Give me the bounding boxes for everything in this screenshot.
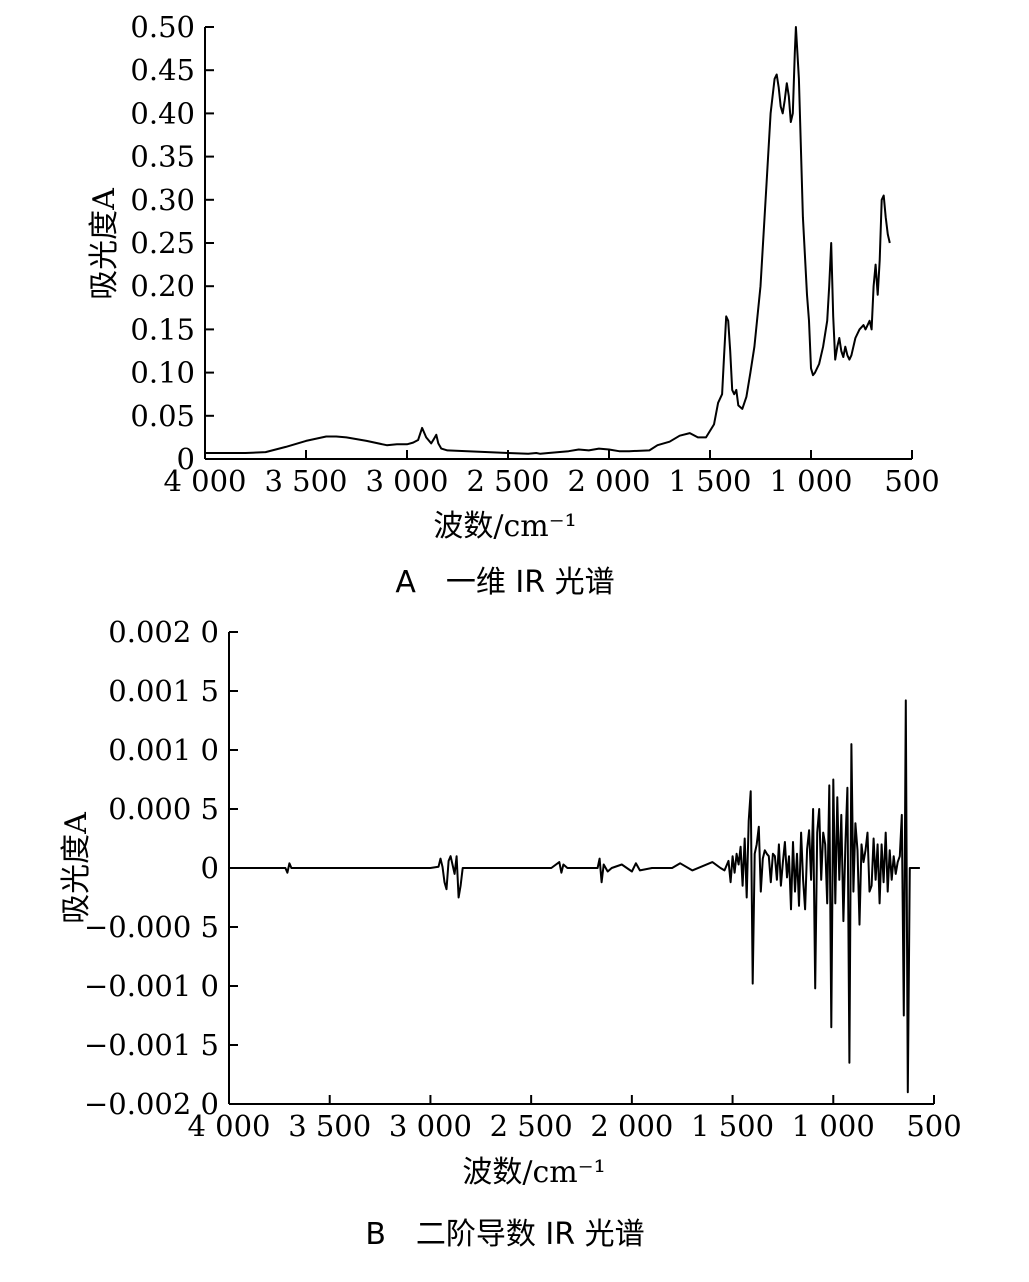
panel-a-x-tick-label: 3 500 <box>264 464 347 498</box>
panel-b-y-tick-label: 0.001 0 <box>108 733 219 767</box>
panel-b-x-tick-label: 500 <box>906 1109 961 1143</box>
panel-a-y-label: 吸光度A <box>87 188 122 300</box>
panel-a-x-tick-label: 1 000 <box>769 464 852 498</box>
panel-b-y-tick-label: −0.001 5 <box>84 1028 219 1062</box>
panel-b-x-ticks: 4 000 3 500 3 000 2 500 2 000 1 500 1 000 500 <box>187 1095 962 1143</box>
panel-a-x-tick-label: 500 <box>884 464 939 498</box>
panel-a-x-ticks: 4 000 3 500 3 000 2 500 2 000 1 500 1 000 500 <box>163 450 940 498</box>
panel-a-y-tick-label: 0.20 <box>130 269 195 303</box>
panel-a-x-label: 波数/cm⁻¹ <box>433 509 576 544</box>
panel-a-y-tick-label: 0.30 <box>130 183 195 217</box>
panel-b-x-tick-label: 3 500 <box>288 1109 371 1143</box>
panel-b-x-tick-label: 3 000 <box>389 1109 472 1143</box>
panel-b-y-tick-label: 0 <box>201 851 219 885</box>
panel-b-y-tick-label: −0.002 0 <box>84 1087 219 1121</box>
panel-a-axes <box>204 27 912 460</box>
panel-a-y-tick-label: 0.35 <box>130 140 195 174</box>
panel-b-spectrum-line <box>229 699 920 1094</box>
panel-b-x-label: 波数/cm⁻¹ <box>462 1155 605 1190</box>
panel-b-y-tick-label: 0.001 5 <box>108 674 219 708</box>
panel-b-y-label: 吸光度A <box>59 812 94 924</box>
panel-b-x-tick-label: 1 000 <box>792 1109 875 1143</box>
panel-b-y-tick-label: −0.000 5 <box>84 910 219 944</box>
panel-b-y-ticks: 0.002 0 0.001 5 0.001 0 0.000 5 0 −0.000 5 −0.… <box>84 615 238 1121</box>
panel-b-x-tick-label: 4 000 <box>187 1109 270 1143</box>
panel-a-y-tick-label: 0.40 <box>130 96 195 130</box>
panel-a-y-tick-label: 0 <box>177 442 195 476</box>
panel-b: 0.002 0 0.001 5 0.001 0 0.000 5 0 −0.000 5 −0.… <box>59 615 962 1252</box>
panel-b-y-tick-label: 0.002 0 <box>108 615 219 649</box>
panel-b-x-tick-label: 2 000 <box>590 1109 673 1143</box>
panel-b-x-tick-label: 2 500 <box>490 1109 573 1143</box>
panel-a-y-ticks: 0 0.05 0.10 0.15 0.20 0.25 0.30 0.35 0.40 0.45 0.5… <box>130 10 214 476</box>
panel-a-y-tick-label: 0.50 <box>130 10 195 44</box>
panel-a-y-tick-label: 0.05 <box>130 399 195 433</box>
panel-a-y-tick-label: 0.25 <box>130 226 195 260</box>
panel-a-x-tick-label: 2 000 <box>567 464 650 498</box>
panel-a-y-tick-label: 0.15 <box>130 312 195 346</box>
panel-a-x-tick-label: 3 000 <box>365 464 448 498</box>
panel-a-x-tick-label: 1 500 <box>668 464 751 498</box>
panel-a: 0 0.05 0.10 0.15 0.20 0.25 0.30 0.35 0.40 0.45 0.5… <box>87 10 940 600</box>
panel-a-y-tick-label: 0.45 <box>130 53 195 87</box>
panel-a-y-tick-label: 0.10 <box>130 356 195 390</box>
panel-a-spectrum-line <box>205 26 891 455</box>
panel-a-caption: A 一维 IR 光谱 <box>395 565 614 600</box>
panel-b-x-tick-label: 1 500 <box>691 1109 774 1143</box>
panel-b-y-tick-label: 0.000 5 <box>108 792 219 826</box>
panel-b-caption: B 二阶导数 IR 光谱 <box>365 1217 644 1252</box>
panel-a-x-tick-label: 2 500 <box>466 464 549 498</box>
panel-a-x-tick-label: 4 000 <box>163 464 246 498</box>
panel-b-y-tick-label: −0.001 0 <box>84 969 219 1003</box>
